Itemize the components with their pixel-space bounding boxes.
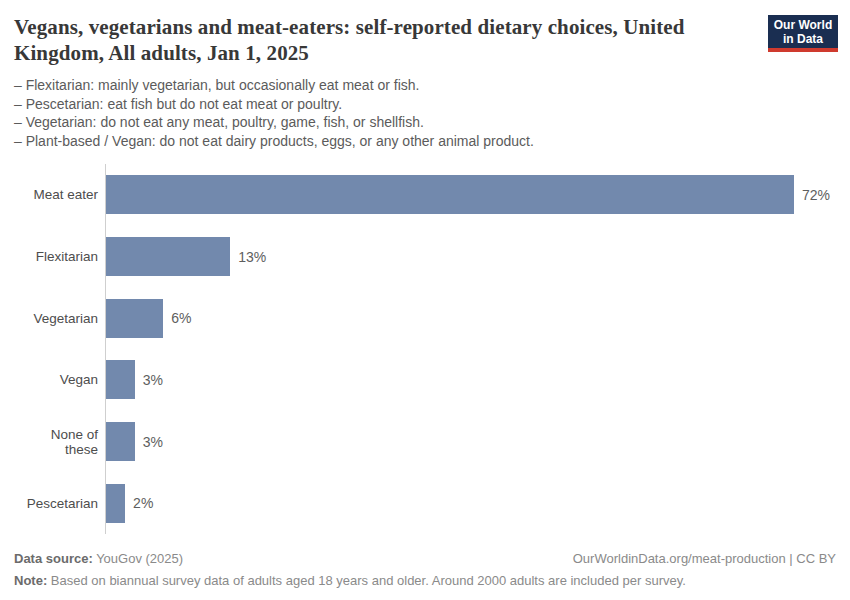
chart-page: Vegans, vegetarians and meat-eaters: sel… (0, 0, 850, 600)
bar-row: None of these 3% (14, 411, 838, 473)
bar[interactable] (106, 484, 125, 523)
bar-chart: Meat eater 72% Flexitarian 13% Vegetaria… (14, 164, 838, 534)
bar-track: 3% (105, 411, 838, 473)
data-source-value: YouGov (2025) (93, 551, 183, 566)
owid-logo-box: Our World in Data (768, 15, 838, 48)
category-label: Pescetarian (14, 472, 105, 534)
bar[interactable] (106, 175, 794, 214)
value-label: 2% (133, 495, 153, 511)
bar-track: 6% (105, 287, 838, 349)
bar-track: 72% (105, 164, 838, 226)
subtitle-line-flexitarian: – Flexitarian: mainly vegetarian, but oc… (14, 76, 838, 95)
subtitle-line-vegetarian: – Vegetarian: do not eat any meat, poult… (14, 113, 838, 132)
owid-logo-line2: in Data (783, 32, 823, 46)
value-label: 72% (802, 187, 830, 203)
category-label: Flexitarian (14, 226, 105, 288)
subtitle-line-vegan: – Plant-based / Vegan: do not eat dairy … (14, 132, 838, 151)
category-label: Meat eater (14, 164, 105, 226)
bar[interactable] (106, 422, 135, 461)
footer-note: Note: Based on biannual survey data of a… (14, 570, 836, 591)
bar-track: 2% (105, 472, 838, 534)
attribution-link[interactable]: OurWorldinData.org/meat-production | CC … (573, 551, 836, 566)
bar-track: 13% (105, 226, 838, 288)
category-label: Vegan (14, 349, 105, 411)
bar[interactable] (106, 237, 230, 276)
value-label: 3% (143, 434, 163, 450)
bar[interactable] (106, 299, 163, 338)
chart-header: Vegans, vegetarians and meat-eaters: sel… (14, 14, 838, 66)
bar-row: Vegetarian 6% (14, 287, 838, 349)
bar-row: Flexitarian 13% (14, 226, 838, 288)
data-source-label: Data source: (14, 551, 93, 566)
value-label: 3% (143, 372, 163, 388)
chart-title: Vegans, vegetarians and meat-eaters: sel… (14, 14, 744, 66)
chart-subtitle: – Flexitarian: mainly vegetarian, but oc… (14, 76, 838, 150)
bar-row: Meat eater 72% (14, 164, 838, 226)
owid-logo[interactable]: Our World in Data (768, 15, 838, 52)
data-source: Data source: YouGov (2025) (14, 548, 183, 569)
owid-logo-accent-strip (768, 48, 838, 52)
value-label: 6% (171, 310, 191, 326)
chart-footer: Data source: YouGov (2025) OurWorldinDat… (14, 548, 838, 591)
bar[interactable] (106, 360, 135, 399)
bar-row: Vegan 3% (14, 349, 838, 411)
value-label: 13% (238, 249, 266, 265)
footer-note-value: Based on biannual survey data of adults … (47, 573, 686, 588)
bar-row: Pescetarian 2% (14, 472, 838, 534)
category-label: Vegetarian (14, 287, 105, 349)
footer-note-label: Note: (14, 573, 47, 588)
bar-track: 3% (105, 349, 838, 411)
subtitle-line-pescetarian: – Pescetarian: eat fish but do not eat m… (14, 95, 838, 114)
owid-logo-line1: Our World (774, 18, 832, 32)
category-label: None of these (14, 411, 105, 473)
